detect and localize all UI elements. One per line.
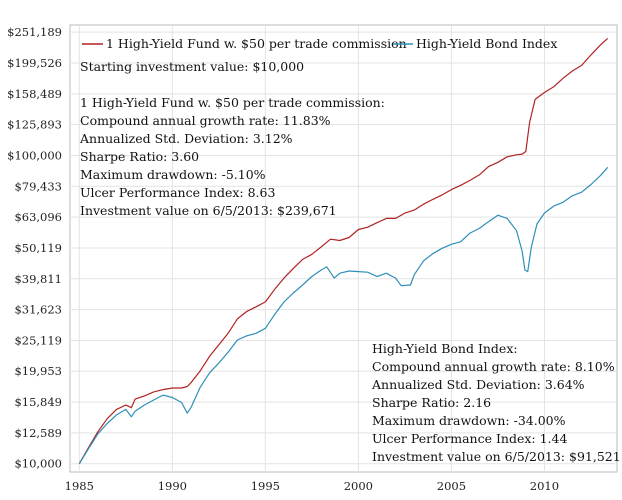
x-tick-label: 2010 bbox=[530, 479, 559, 493]
y-tick-label: $25,119 bbox=[14, 333, 62, 347]
y-tick-label: $19,953 bbox=[14, 364, 62, 378]
index-stats-line: Ulcer Performance Index: 1.44 bbox=[372, 431, 567, 446]
y-tick-label: $31,623 bbox=[14, 303, 62, 317]
y-tick-label: $15,849 bbox=[14, 395, 62, 409]
starting-value-annotation: Starting investment value: $10,000 bbox=[80, 59, 304, 74]
x-tick-label: 2000 bbox=[344, 479, 373, 493]
x-tick-label: 2005 bbox=[437, 479, 466, 493]
y-tick-label: $199,526 bbox=[7, 56, 62, 70]
index-stats-line: Investment value on 6/5/2013: $91,521 bbox=[372, 449, 621, 464]
y-tick-label: $158,489 bbox=[7, 87, 62, 101]
y-tick-label: $79,433 bbox=[14, 179, 62, 193]
fund-stats-line: Maximum drawdown: -5.10% bbox=[80, 167, 266, 182]
y-tick-label: $63,096 bbox=[14, 210, 62, 224]
fund-stats-line: Investment value on 6/5/2013: $239,671 bbox=[80, 203, 337, 218]
fund-stats-line: Sharpe Ratio: 3.60 bbox=[80, 149, 199, 164]
index-stats-line: Sharpe Ratio: 2.16 bbox=[372, 395, 491, 410]
y-tick-label: $50,119 bbox=[14, 241, 62, 255]
y-tick-label: $39,811 bbox=[14, 272, 62, 286]
index-series-line bbox=[78, 166, 609, 465]
x-tick-label: 1985 bbox=[65, 479, 94, 493]
y-tick-label: $10,000 bbox=[14, 457, 62, 471]
index-stats-annotation: High-Yield Bond Index: Compound annual g… bbox=[371, 341, 621, 464]
index-stats-line: Annualized Std. Deviation: 3.64% bbox=[371, 377, 585, 392]
index-stats-line: Maximum drawdown: -34.00% bbox=[372, 413, 566, 428]
legend-label-fund: 1 High-Yield Fund w. $50 per trade commi… bbox=[106, 36, 407, 51]
series-lines bbox=[78, 37, 609, 465]
y-tick-label: $12,589 bbox=[14, 426, 62, 440]
fund-stats-annotation: 1 High-Yield Fund w. $50 per trade commi… bbox=[79, 95, 385, 218]
fund-series-line bbox=[78, 37, 609, 464]
legend-label-index: High-Yield Bond Index bbox=[416, 36, 557, 51]
legend: 1 High-Yield Fund w. $50 per trade commi… bbox=[82, 36, 557, 51]
fund-stats-line: Ulcer Performance Index: 8.63 bbox=[80, 185, 275, 200]
y-tick-label: $251,189 bbox=[7, 25, 62, 39]
plot-area bbox=[69, 24, 618, 473]
y-tick-label: $125,893 bbox=[7, 118, 62, 132]
x-tick-label: 1995 bbox=[251, 479, 280, 493]
grid bbox=[70, 25, 617, 472]
fund-stats-line: 1 High-Yield Fund w. $50 per trade commi… bbox=[80, 95, 385, 110]
y-axis-ticks: $10,000 $12,589 $15,849 $19,953 $25,119 $31,6… bbox=[7, 25, 62, 471]
index-stats-line: High-Yield Bond Index: bbox=[372, 341, 518, 356]
y-tick-label: $100,000 bbox=[7, 148, 62, 162]
x-tick-label: 1990 bbox=[158, 479, 187, 493]
index-stats-line: Compound annual growth rate: 8.10% bbox=[372, 359, 615, 374]
x-axis-ticks: 1985 1990 1995 2000 2005 2010 bbox=[65, 479, 559, 493]
fund-stats-line: Annualized Std. Deviation: 3.12% bbox=[79, 131, 293, 146]
fund-stats-line: Compound annual growth rate: 11.83% bbox=[80, 113, 331, 128]
